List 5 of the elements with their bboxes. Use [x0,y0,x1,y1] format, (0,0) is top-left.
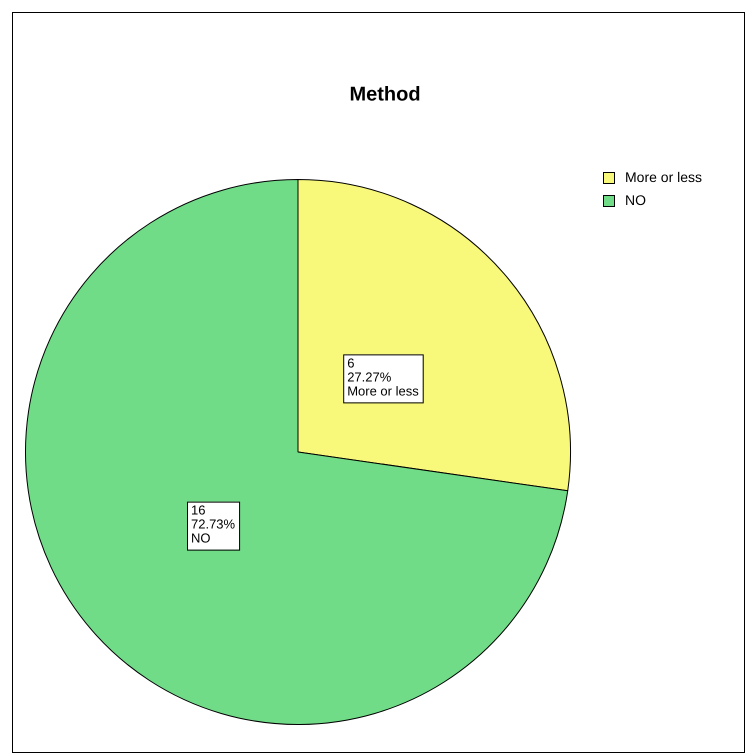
data-label: 16 72.73% NO [191,502,236,546]
chart-title: Method [349,84,421,106]
legend-label: NO [625,192,646,208]
data-label: 6 27.27% More or less [347,355,420,398]
legend-label: More or less [625,168,702,185]
